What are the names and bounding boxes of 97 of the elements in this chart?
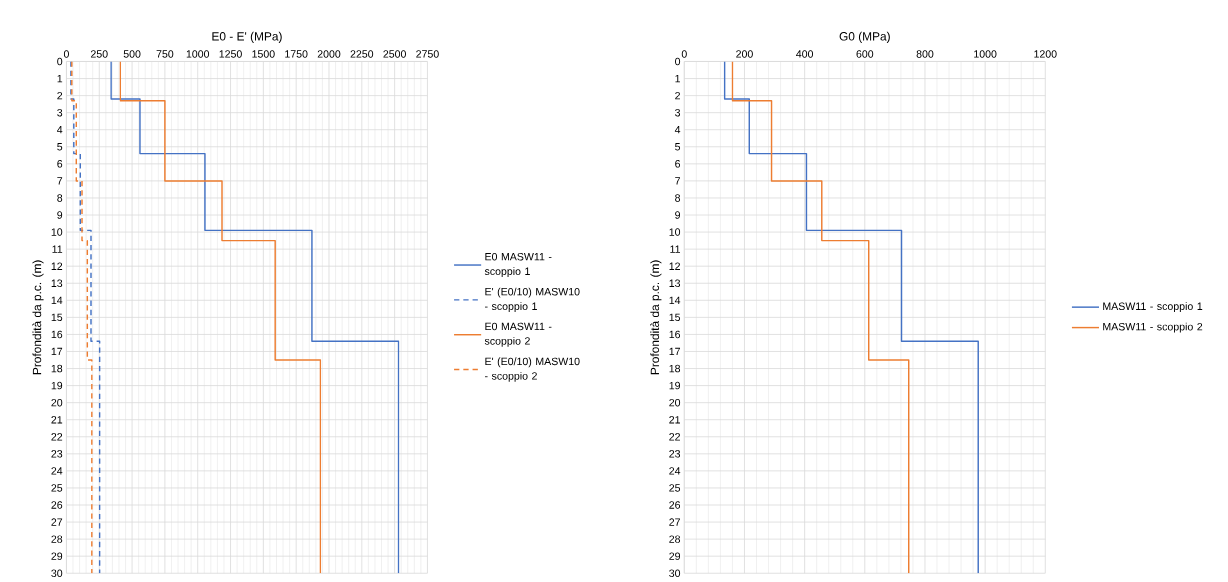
y-axis-title: Profondità da p.c. (m) — [32, 260, 44, 375]
x-tick-label: 200 — [736, 50, 753, 58]
y-tick-label: 6 — [57, 160, 63, 168]
y-tick-label: 4 — [674, 126, 681, 134]
y-tick-label: 12 — [51, 262, 63, 270]
y-tick-label: 23 — [51, 450, 63, 458]
x-tick-label: 2250 — [350, 50, 374, 58]
legend-label: MASW11 - scoppio 2 — [1103, 322, 1203, 333]
y-tick-label: 12 — [669, 262, 680, 270]
y-tick-label: 11 — [52, 245, 63, 253]
y-tick-label: 9 — [57, 211, 63, 219]
y-tick-label: 23 — [669, 450, 681, 458]
line-series — [731, 61, 910, 574]
y-tick-label: 17 — [669, 347, 680, 356]
line-series — [723, 61, 979, 574]
x-tick-label: 400 — [796, 50, 814, 58]
y-tick-label: 9 — [675, 211, 681, 219]
x-axis-title: E0 - E' (MPa) — [212, 31, 282, 43]
y-tick-label: 25 — [669, 484, 681, 492]
x-tick-label: 250 — [90, 50, 108, 58]
legend-label: E0 MASW11 - scoppio 1 — [484, 252, 552, 278]
y-tick-label: 8 — [675, 194, 681, 202]
y-tick-label: 11 — [670, 245, 681, 253]
y-tick-label: 24 — [669, 467, 681, 475]
y-tick-label: 2 — [675, 91, 680, 100]
line-series — [110, 61, 400, 574]
y-tick-label: 1 — [57, 74, 63, 83]
x-tick-label: 2000 — [317, 50, 341, 58]
y-tick-label: 21 — [51, 415, 63, 424]
y-tick-label: 20 — [669, 398, 681, 407]
y-tick-label: 1 — [675, 74, 681, 83]
y-tick-label: 17 — [51, 347, 63, 356]
x-tick-label: 750 — [156, 50, 174, 58]
y-axis-title: Profondità da p.c. (m) — [650, 260, 662, 375]
x-tick-label: 600 — [856, 50, 874, 58]
y-tick-label: 20 — [51, 398, 63, 407]
y-tick-label: 28 — [51, 535, 63, 543]
y-tick-label: 24 — [51, 467, 63, 475]
x-tick-label: 1200 — [1034, 50, 1057, 58]
y-tick-label: 8 — [57, 194, 63, 202]
y-tick-label: 2 — [57, 91, 63, 100]
x-axis-title: G0 (MPa) — [839, 31, 890, 43]
y-tick-label: 30 — [51, 569, 63, 577]
y-tick-label: 29 — [669, 552, 681, 560]
y-tick-label: 22 — [669, 433, 680, 441]
y-tick-label: 19 — [51, 381, 63, 390]
x-tick-label: 1500 — [252, 50, 275, 58]
y-tick-label: 15 — [669, 313, 681, 321]
y-tick-label: 28 — [669, 535, 681, 543]
y-tick-label: 18 — [51, 364, 63, 373]
x-tick-label: 2500 — [383, 50, 406, 58]
y-tick-label: 7 — [57, 177, 63, 185]
y-tick-label: 10 — [669, 228, 681, 236]
x-tick-label: 800 — [916, 50, 934, 58]
y-tick-label: 7 — [675, 177, 680, 185]
y-tick-label: 14 — [51, 296, 63, 304]
y-tick-label: 21 — [669, 415, 681, 424]
y-tick-label: 27 — [669, 518, 680, 526]
x-tick-label: 1000 — [974, 50, 997, 58]
y-tick-label: 4 — [57, 126, 63, 134]
y-tick-label: 26 — [669, 501, 681, 509]
x-tick-label: 1250 — [219, 50, 242, 58]
y-tick-label: 13 — [51, 279, 63, 287]
y-tick-label: 29 — [51, 552, 63, 560]
y-tick-label: 0 — [57, 57, 63, 66]
y-tick-label: 5 — [675, 143, 681, 151]
y-tick-label: 30 — [669, 569, 681, 577]
line-series — [71, 61, 93, 574]
y-tick-label: 18 — [669, 364, 681, 373]
y-tick-label: 19 — [669, 381, 681, 390]
y-tick-label: 13 — [669, 279, 681, 287]
line-series — [70, 61, 101, 574]
y-tick-label: 14 — [669, 296, 681, 304]
line-series — [119, 61, 322, 574]
y-tick-label: 3 — [57, 108, 63, 117]
y-tick-label: 25 — [51, 484, 63, 492]
y-tick-label: 0 — [675, 57, 681, 66]
legend-label: E0 MASW11 - scoppio 2 — [484, 322, 552, 347]
y-tick-label: 26 — [51, 501, 63, 509]
x-tick-label: 1000 — [186, 50, 210, 58]
x-tick-label: 1750 — [285, 50, 308, 58]
x-tick-label: 0 — [681, 50, 687, 58]
y-tick-label: 27 — [51, 518, 63, 526]
x-tick-label: 0 — [63, 50, 69, 58]
x-tick-label: 500 — [123, 50, 141, 58]
y-tick-label: 5 — [57, 143, 63, 151]
y-tick-label: 3 — [675, 108, 681, 117]
legend-label: MASW11 - scoppio 1 — [1103, 302, 1203, 312]
y-tick-label: 16 — [669, 330, 681, 339]
y-tick-label: 22 — [51, 433, 63, 441]
legend-label: E' (E0/10) MASW10 - scoppio 1 — [485, 287, 580, 312]
legend-label: E' (E0/10) MASW10 - scoppio 2 — [485, 357, 580, 382]
y-tick-label: 16 — [51, 330, 63, 339]
y-tick-label: 15 — [51, 313, 63, 321]
y-tick-label: 10 — [51, 228, 63, 236]
y-tick-label: 6 — [675, 160, 681, 168]
x-tick-label: 2750 — [416, 50, 439, 58]
